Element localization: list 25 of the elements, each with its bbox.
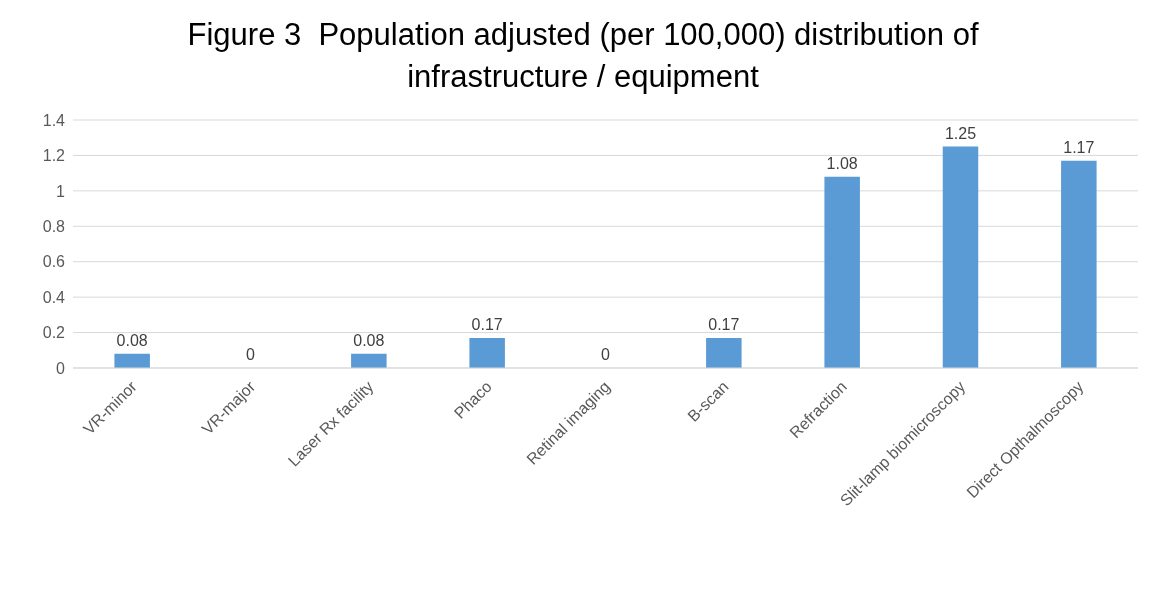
- y-tick-label: 1: [56, 182, 66, 200]
- bar: [469, 337, 505, 368]
- chart-title: Figure 3 Population adjusted (per 100,000) distribution of infrastructure / equipment: [186, 16, 980, 96]
- y-tick-label: 0.2: [42, 324, 66, 342]
- y-tick-label: 0.8: [42, 217, 66, 235]
- y-tick-label: 1.4: [42, 111, 66, 129]
- data-label: 0: [601, 346, 611, 363]
- data-label: 1.08: [826, 154, 858, 172]
- data-label: 0.17: [708, 315, 740, 333]
- y-tick-label: 0.4: [42, 288, 66, 306]
- data-label: 0.08: [116, 331, 148, 349]
- y-tick-label: 1.2: [42, 147, 66, 165]
- bar: [824, 176, 860, 368]
- bar: [351, 353, 387, 368]
- bar: [114, 353, 150, 368]
- bar: [1061, 160, 1097, 368]
- bar: [706, 337, 742, 368]
- data-label: 1.25: [944, 124, 977, 142]
- data-label: 0.17: [471, 315, 503, 333]
- data-label: 0.08: [353, 331, 385, 349]
- y-tick-label: 0.6: [42, 253, 66, 271]
- data-label: 0: [246, 346, 256, 363]
- bar: [942, 146, 979, 368]
- y-tick-label: 0: [56, 359, 66, 377]
- data-label: 1.17: [1063, 138, 1095, 156]
